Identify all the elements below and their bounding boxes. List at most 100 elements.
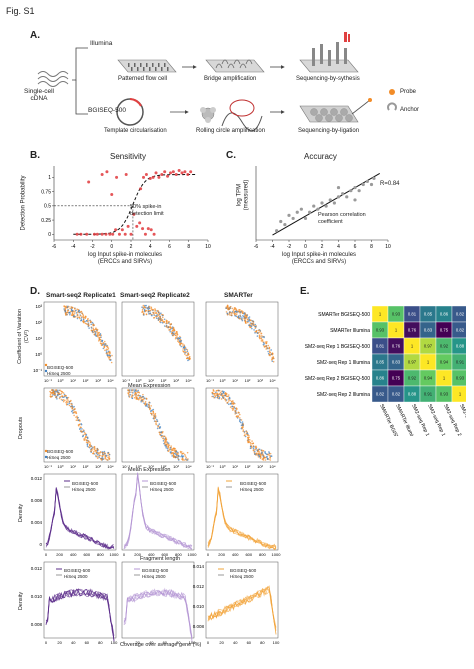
dropout-point [261, 449, 263, 451]
data-point [100, 173, 104, 177]
cv-point [108, 354, 110, 357]
data-point [349, 189, 353, 193]
cv-point [161, 314, 164, 317]
cv-point [160, 321, 162, 324]
panel-b-xlabel: log Input spike-in molecules (ERCCs and … [88, 252, 163, 265]
dropout-point [173, 449, 175, 452]
dropout-point [99, 454, 101, 457]
dropout-point [182, 452, 185, 455]
data-point [279, 219, 283, 224]
heatmap-cell-value: 1 [395, 328, 398, 333]
dropout-point [155, 422, 157, 425]
cv-point [106, 354, 108, 356]
panel-d-letter: D. [30, 286, 40, 297]
cv-point [177, 337, 180, 339]
dropout-point [243, 431, 246, 434]
row3-x-tick-label: 800 [175, 552, 182, 557]
dropout-point [229, 406, 232, 408]
dropout-point [262, 454, 265, 457]
x-tick-label: -4 [71, 244, 76, 250]
dropout-point [260, 452, 263, 455]
row2-x-tick-label: 10⁻¹ [44, 464, 53, 469]
cv-point [182, 350, 184, 352]
dropout-point [83, 431, 86, 434]
dropout-point [225, 399, 228, 401]
dropout-point [258, 448, 261, 451]
dropout-point [266, 456, 268, 459]
panel-c-xlabel: log Input spike-in molecules (ERCCs and … [282, 252, 357, 265]
cv-point [249, 319, 252, 322]
cdna-icon [37, 71, 69, 87]
cv-point [92, 323, 94, 326]
cv-point [161, 316, 164, 319]
dropout-point [163, 442, 165, 445]
cv-point [163, 321, 165, 324]
cv-point [92, 329, 95, 332]
x-tick-label: 6 [354, 244, 357, 250]
cv-point [163, 325, 166, 327]
cv-point [82, 318, 85, 321]
heatmap-cell-value: 0.93 [456, 376, 465, 381]
cv-point [244, 319, 247, 321]
cv-point [159, 320, 162, 322]
sensitivity-chart: -6 -4 -2 0 2 4 6 8 10 0 0.25 0.5 0.75 1 [41, 166, 211, 250]
dropout-point [171, 452, 174, 454]
row4-x-tick-label: 60 [247, 640, 252, 645]
dropout-point [73, 414, 75, 417]
cv-point [76, 316, 79, 318]
cv-point [177, 341, 180, 343]
cv-point [161, 319, 164, 321]
row3-xlabel: Fragment length [140, 556, 181, 562]
data-point [129, 232, 133, 236]
dropout-point [62, 399, 65, 401]
dropout-point [66, 398, 68, 400]
dropout-point [71, 407, 73, 410]
dropout-point [89, 444, 91, 447]
cv-point [182, 348, 184, 350]
data-point [111, 232, 115, 236]
dropout-point [144, 403, 146, 406]
dropout-point [52, 389, 54, 391]
cv-point [97, 340, 100, 342]
dropout-point [249, 444, 252, 446]
heatmap-cell-value: 0.82 [456, 328, 465, 333]
cv-point [243, 315, 246, 317]
dropout-point [249, 447, 252, 449]
cv-point [244, 322, 247, 324]
cv-point [105, 348, 108, 351]
dropout-point [104, 456, 106, 458]
cv-point [229, 305, 232, 308]
cv-point [104, 349, 106, 352]
data-point [183, 170, 187, 174]
dropout-point [185, 459, 188, 461]
dropout-point [162, 437, 164, 440]
cv-point [249, 324, 252, 327]
probe-icon [389, 89, 395, 95]
row4-x-tick-label: 0 [123, 640, 126, 645]
dropout-point [238, 419, 241, 421]
heatmap-cell-value: 0.93 [392, 312, 401, 317]
legend-swatch-bgiseq [44, 363, 48, 367]
dropout-point [236, 415, 238, 417]
dropout-point [86, 436, 89, 439]
dropout-point [231, 400, 233, 403]
data-point [186, 173, 190, 177]
subplot-frame [121, 473, 195, 551]
dropout-point [156, 427, 159, 430]
heatmap-cell-value: 0.82 [376, 392, 385, 397]
cv-point [169, 327, 172, 329]
dropout-point [84, 439, 86, 441]
panel-c-annotation: Pearson correlation coefficient [318, 212, 366, 225]
dropout-point [248, 438, 250, 441]
dropout-point [159, 433, 161, 435]
cv-point [239, 317, 242, 320]
cv-point [168, 321, 170, 323]
dropout-point [268, 452, 271, 454]
cv-point [165, 319, 168, 322]
row4-x-tick-label: 100 [273, 640, 280, 645]
dropout-point [173, 452, 176, 455]
cv-point [150, 307, 152, 310]
dropout-point [67, 399, 69, 401]
dropout-point [243, 430, 246, 433]
dropout-point [137, 398, 140, 401]
